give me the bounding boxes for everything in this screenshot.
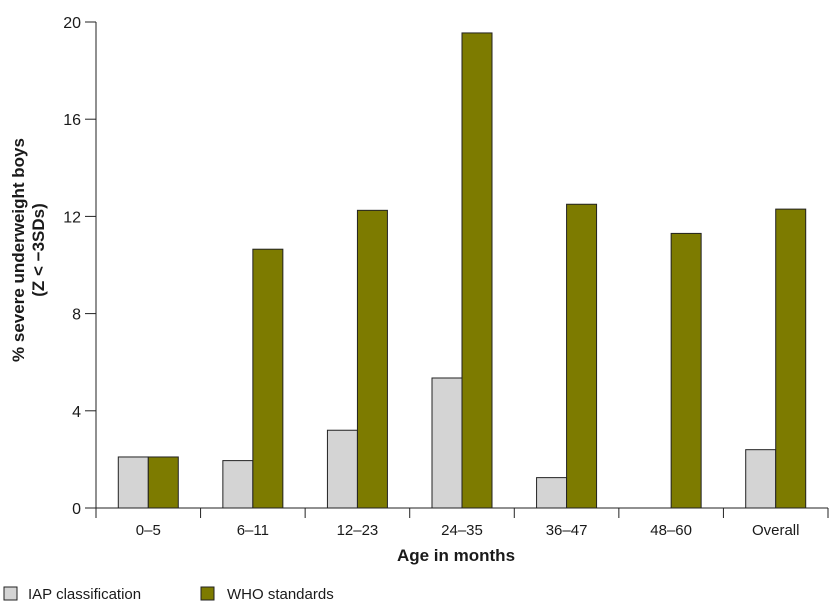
bar-iap bbox=[117, 456, 149, 509]
y-axis-title-line2: (Z < −3SDs) bbox=[29, 203, 48, 297]
y-axis-title-line1: % severe underweight boys bbox=[9, 138, 28, 362]
x-tick-label: 36–47 bbox=[546, 522, 588, 539]
y-tick-label: 12 bbox=[63, 209, 81, 226]
x-tick-label: 12–23 bbox=[337, 522, 379, 539]
legend-item-who: WHO standards bbox=[200, 586, 334, 603]
legend-label-iap: IAP classification bbox=[28, 586, 141, 603]
x-tick-label: 6–11 bbox=[237, 522, 269, 539]
y-tick-label: 8 bbox=[72, 307, 81, 324]
y-axis: 0 4 8 12 16 20 bbox=[63, 15, 97, 518]
bar-who bbox=[147, 456, 179, 509]
bar-who bbox=[356, 209, 388, 509]
x-tick-label: Overall bbox=[752, 522, 800, 539]
bar-iap bbox=[222, 460, 254, 509]
legend-label-who: WHO standards bbox=[227, 586, 334, 603]
legend-swatch-iap bbox=[3, 586, 18, 601]
x-axis: 0–5 6–11 12–23 24–35 36–47 48–60 Overall bbox=[95, 507, 829, 539]
bar-iap bbox=[431, 377, 463, 509]
bar-iap bbox=[326, 429, 358, 509]
y-tick-label: 20 bbox=[63, 15, 81, 32]
bar-iap bbox=[536, 477, 568, 509]
bar-who bbox=[670, 232, 702, 509]
y-tick-label: 16 bbox=[63, 112, 81, 129]
bar-who bbox=[775, 208, 807, 509]
bar-who bbox=[566, 203, 598, 509]
bars-group bbox=[117, 32, 807, 509]
x-tick-label: 48–60 bbox=[650, 522, 692, 539]
bar-who bbox=[461, 32, 493, 509]
y-tick-label: 0 bbox=[72, 501, 81, 518]
bar-iap bbox=[745, 449, 777, 509]
legend-item-iap: IAP classification bbox=[3, 586, 141, 603]
y-tick-label: 4 bbox=[72, 404, 81, 421]
x-tick-label: 24–35 bbox=[441, 522, 483, 539]
legend-swatch-who bbox=[200, 586, 215, 601]
legend: IAP classification WHO standards bbox=[3, 586, 334, 603]
x-tick-label: 0–5 bbox=[136, 522, 161, 539]
bar-who bbox=[252, 248, 284, 509]
x-axis-title: Age in months bbox=[397, 546, 515, 565]
